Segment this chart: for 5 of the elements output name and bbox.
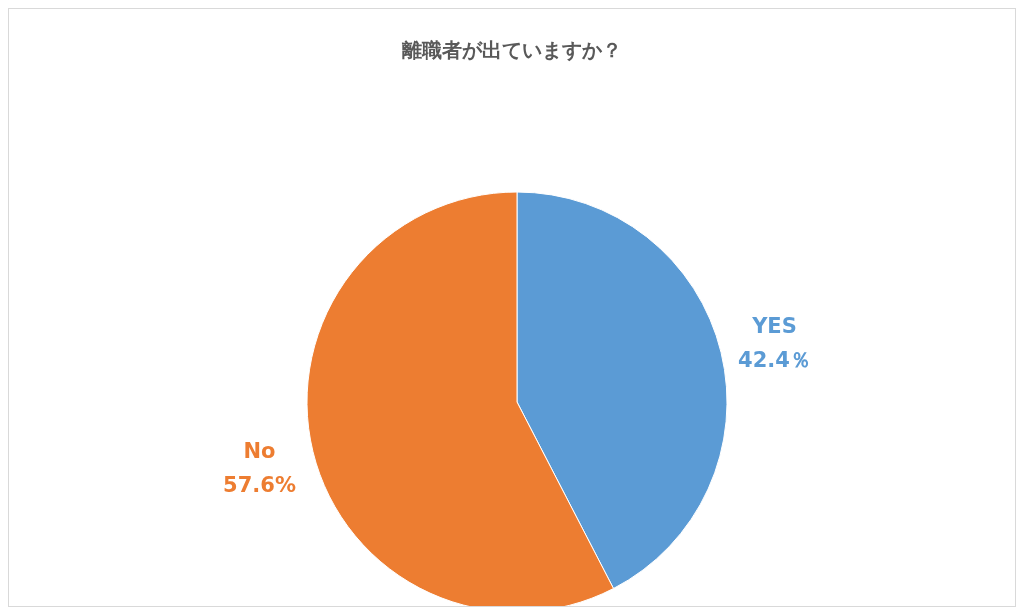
chart-title: 離職者が出ていますか？ <box>401 37 623 64</box>
data-label: 57.6% <box>223 472 296 497</box>
slice-label: YES <box>751 314 797 339</box>
slice-label: No <box>243 439 276 464</box>
data-label: 42.4％ <box>738 347 811 372</box>
